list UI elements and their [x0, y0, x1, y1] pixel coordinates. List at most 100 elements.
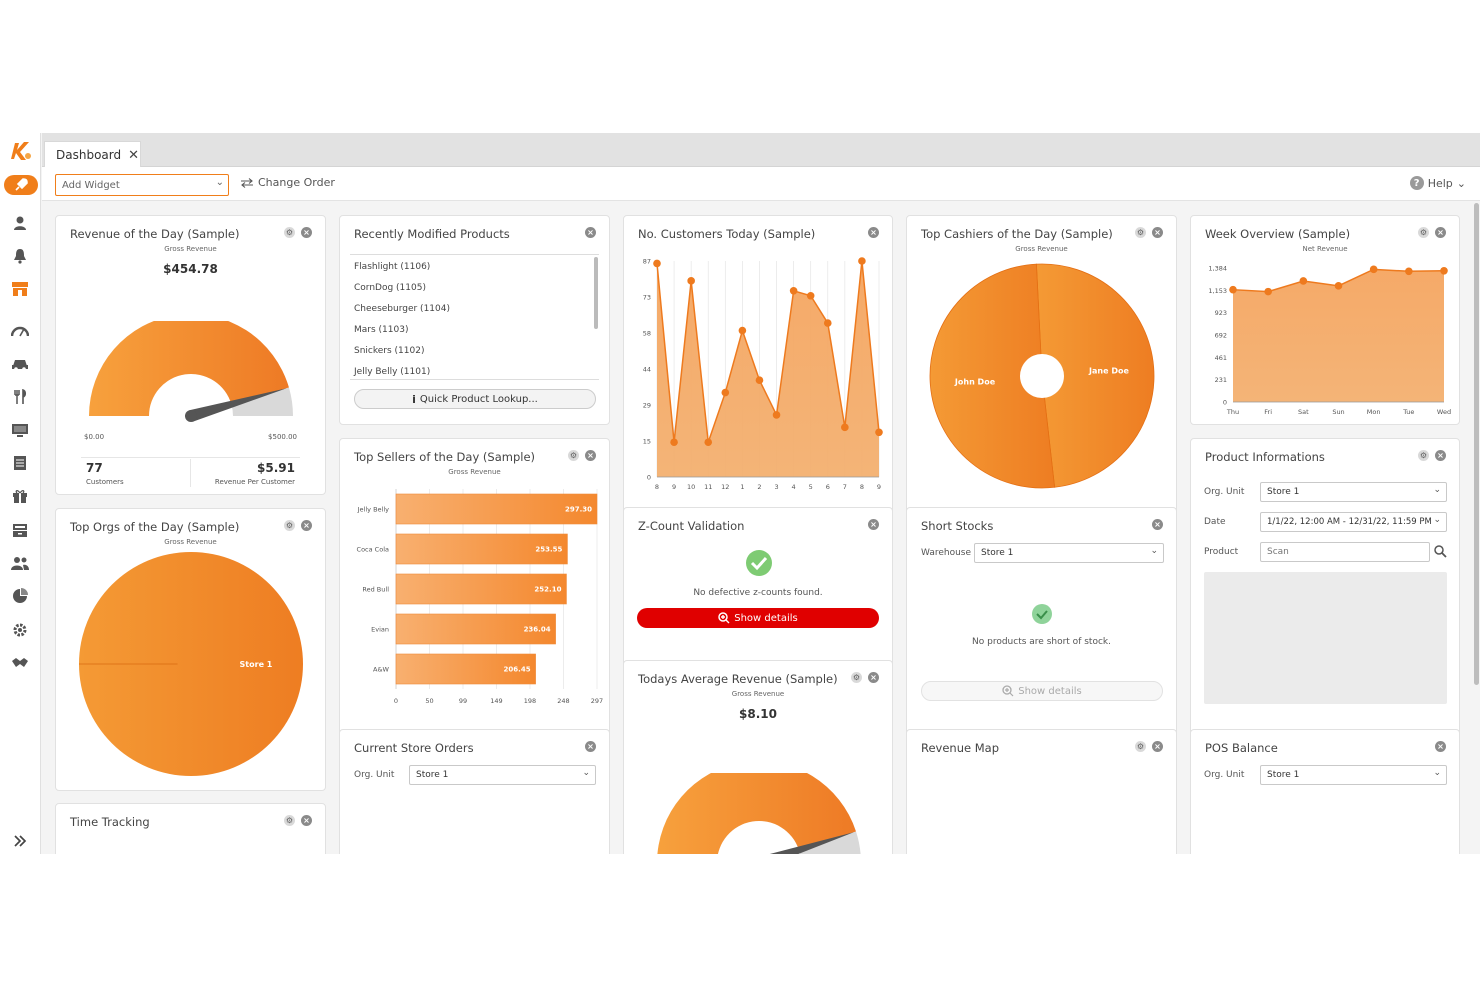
pie-chart-icon[interactable]	[10, 586, 30, 606]
close-icon[interactable]: ×	[1152, 227, 1163, 238]
widget-subtitle: Gross Revenue	[448, 468, 501, 476]
product-list-item[interactable]: Snickers (1102)	[354, 346, 425, 356]
tab-dashboard[interactable]: Dashboard ✕	[44, 141, 141, 168]
product-list-item[interactable]: Mars (1103)	[354, 325, 409, 335]
gift-icon[interactable]	[10, 486, 30, 506]
widget-title: POS Balance	[1205, 741, 1278, 755]
org-unit-value: Store 1	[1267, 770, 1300, 780]
page-scrollbar[interactable]	[1474, 203, 1479, 685]
close-icon[interactable]: ×	[868, 227, 879, 238]
car-icon[interactable]	[10, 354, 30, 374]
close-icon[interactable]: ×	[585, 450, 596, 461]
org-unit-select[interactable]: Store 1 ⌄	[1260, 482, 1447, 502]
add-widget-select[interactable]: Add Widget ⌄	[55, 174, 229, 196]
user-icon[interactable]	[10, 213, 30, 233]
handshake-icon[interactable]	[10, 653, 30, 673]
warehouse-select[interactable]: Store 1 ⌄	[974, 543, 1164, 563]
close-icon[interactable]: ×	[1152, 741, 1163, 752]
search-icon[interactable]	[1434, 545, 1447, 558]
widget-revenue-day: Revenue of the Day (Sample) ⚙ × Gross Re…	[55, 215, 326, 495]
rpc-label: Revenue Per Customer	[214, 478, 295, 486]
gear-icon[interactable]: ⚙	[568, 450, 579, 461]
quick-lookup-button[interactable]: i Quick Product Lookup...	[354, 389, 596, 409]
help-button[interactable]: ? Help ⌄	[1409, 176, 1466, 190]
close-tab-icon[interactable]: ✕	[128, 147, 140, 163]
x-tick-label: Sun	[1332, 408, 1344, 416]
show-details-label: Show details	[1018, 685, 1082, 697]
x-tick-label: Thu	[1226, 408, 1239, 416]
close-icon[interactable]: ×	[585, 227, 596, 238]
widget-title: No. Customers Today (Sample)	[638, 227, 816, 241]
widget-title: Short Stocks	[921, 519, 994, 533]
settings-icon[interactable]	[10, 620, 30, 640]
close-icon[interactable]: ×	[868, 672, 879, 683]
change-order-button[interactable]: Change Order	[240, 176, 335, 189]
logo-icon[interactable]	[8, 139, 34, 163]
gear-icon[interactable]: ⚙	[1418, 227, 1429, 238]
cutlery-icon[interactable]	[10, 387, 30, 407]
gauge-needle	[769, 832, 855, 854]
document-icon[interactable]	[10, 453, 30, 473]
y-tick-label: 231	[1215, 376, 1227, 384]
date-label: Date	[1204, 517, 1226, 527]
x-tick-label: 2	[757, 483, 761, 491]
widget-subtitle: Net Revenue	[1302, 245, 1348, 253]
widget-store-orders: Current Store Orders × Org. Unit Store 1…	[339, 729, 610, 854]
list-scrollbar[interactable]	[594, 257, 598, 329]
close-icon[interactable]: ×	[301, 227, 312, 238]
gauge-remaining-arc	[231, 387, 293, 416]
rpc-value: $5.91	[257, 461, 295, 475]
gauge-min-label: $0.00	[84, 433, 105, 441]
gear-icon[interactable]: ⚙	[1135, 741, 1146, 752]
data-point	[1405, 267, 1413, 276]
y-tick-label: 73	[643, 294, 651, 302]
close-icon[interactable]: ×	[585, 741, 596, 752]
short-stocks-show-details-button[interactable]: Show details	[921, 681, 1163, 701]
org-unit-select[interactable]: Store 1 ⌄	[1260, 765, 1447, 785]
app-window: Dashboard ✕ Add Widget ⌄ Change Order ? …	[0, 133, 1480, 854]
product-scan-input[interactable]	[1260, 542, 1430, 562]
register-icon[interactable]	[10, 520, 30, 540]
add-widget-placeholder: Add Widget	[62, 180, 120, 191]
close-icon[interactable]: ×	[868, 519, 879, 530]
gear-icon[interactable]: ⚙	[851, 672, 862, 683]
x-tick-label: 5	[809, 483, 813, 491]
expand-sidebar-icon[interactable]	[10, 831, 30, 851]
product-list-item[interactable]: Jelly Belly (1101)	[354, 367, 431, 377]
revenue-value: $454.78	[163, 262, 218, 276]
product-list-item[interactable]: Flashlight (1106)	[354, 262, 431, 272]
users-icon[interactable]	[10, 553, 30, 573]
data-point	[1299, 277, 1308, 285]
bar-value-label: 236.04	[524, 626, 551, 634]
zcount-show-details-button[interactable]: Show details	[637, 608, 879, 628]
widget-title: Revenue of the Day (Sample)	[70, 227, 240, 241]
monitor-icon[interactable]	[10, 420, 30, 440]
x-tick-label: 198	[524, 697, 536, 705]
speedometer-icon[interactable]	[10, 321, 30, 341]
rocket-icon[interactable]	[4, 175, 38, 195]
date-range-select[interactable]: 1/1/22, 12:00 AM - 12/31/22, 11:59 PM ⌄	[1260, 512, 1447, 532]
gear-icon[interactable]: ⚙	[284, 520, 295, 531]
gear-icon[interactable]: ⚙	[284, 227, 295, 238]
widget-title: Revenue Map	[921, 741, 1000, 755]
data-point	[721, 388, 730, 397]
product-list-item[interactable]: Cheeseburger (1104)	[354, 304, 450, 314]
close-icon[interactable]: ×	[301, 815, 312, 826]
close-icon[interactable]: ×	[1435, 450, 1446, 461]
widget-subtitle: Gross Revenue	[731, 690, 785, 698]
bar-value-label: 297.30	[565, 506, 592, 514]
gear-icon[interactable]: ⚙	[1418, 450, 1429, 461]
bell-icon[interactable]	[10, 246, 30, 266]
store-icon[interactable]	[10, 279, 30, 299]
category-label: Jelly Belly	[357, 506, 390, 514]
product-list-item[interactable]: CornDog (1105)	[354, 283, 426, 293]
close-icon[interactable]: ×	[1435, 741, 1446, 752]
gear-icon[interactable]: ⚙	[1135, 227, 1146, 238]
close-icon[interactable]: ×	[1435, 227, 1446, 238]
y-tick-label: 1,384	[1208, 265, 1227, 273]
x-tick-label: 12	[721, 483, 729, 491]
gear-icon[interactable]: ⚙	[284, 815, 295, 826]
org-unit-select[interactable]: Store 1 ⌄	[409, 765, 596, 785]
close-icon[interactable]: ×	[301, 520, 312, 531]
close-icon[interactable]: ×	[1152, 519, 1163, 530]
